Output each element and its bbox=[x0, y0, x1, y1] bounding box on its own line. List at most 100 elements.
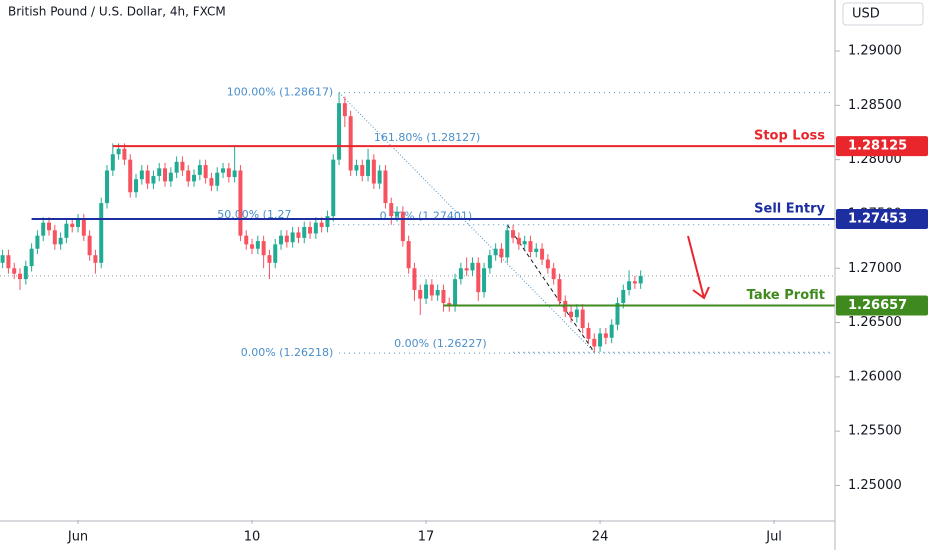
x-tick-label: Jul bbox=[765, 530, 782, 545]
candle-body bbox=[186, 170, 191, 182]
candle-body bbox=[337, 103, 342, 160]
candle-body bbox=[99, 203, 104, 263]
level-name: Stop Loss bbox=[754, 129, 825, 144]
candle-body bbox=[476, 262, 481, 293]
candle-body bbox=[377, 170, 382, 184]
candle-body bbox=[354, 165, 359, 171]
candle-body bbox=[603, 333, 608, 338]
level-name: Sell Entry bbox=[754, 202, 825, 217]
price-tag bbox=[836, 295, 928, 316]
candle-body bbox=[470, 262, 475, 271]
candle-body bbox=[308, 226, 313, 234]
candle-body bbox=[540, 248, 545, 260]
fib-label: 100.00% (1.28617) bbox=[227, 86, 334, 99]
candle-body bbox=[290, 232, 295, 243]
candle-body bbox=[93, 255, 98, 263]
candle-body bbox=[360, 165, 365, 176]
candle-body bbox=[609, 324, 614, 338]
level-name: Take Profit bbox=[747, 288, 825, 303]
candle-body bbox=[197, 165, 202, 175]
candle-body bbox=[418, 289, 423, 299]
candle-body bbox=[632, 281, 637, 284]
candle-body bbox=[174, 161, 179, 173]
candle-body bbox=[302, 226, 307, 238]
fib-label: 50.00% (1.27 bbox=[217, 208, 291, 221]
candle-body bbox=[145, 170, 150, 184]
candle-body bbox=[29, 248, 34, 267]
candle-body bbox=[331, 159, 336, 217]
y-tick-label: 1.28500 bbox=[848, 98, 902, 113]
candle-body bbox=[139, 170, 144, 180]
chart-title: British Pound / U.S. Dollar, 4h, FXCM bbox=[8, 5, 226, 19]
candle-body bbox=[64, 223, 69, 238]
candle-body bbox=[0, 255, 5, 263]
candle-body bbox=[545, 259, 550, 269]
candle-body bbox=[453, 279, 458, 307]
candle-body bbox=[180, 161, 185, 171]
currency: USD bbox=[852, 7, 880, 22]
candle-body bbox=[621, 289, 626, 304]
candle-body bbox=[209, 178, 214, 186]
candle-body bbox=[366, 159, 371, 176]
candle-body bbox=[238, 170, 243, 236]
candle-body bbox=[493, 248, 498, 256]
candle-body bbox=[615, 303, 620, 325]
candle-body bbox=[389, 203, 394, 217]
price-tag bbox=[836, 136, 928, 157]
candle-body bbox=[273, 244, 278, 263]
arrow bbox=[687, 235, 710, 300]
candle-body bbox=[383, 170, 388, 204]
candle-body bbox=[499, 248, 504, 258]
candle-body bbox=[406, 241, 411, 269]
y-tick-label: 1.25000 bbox=[848, 478, 902, 493]
price-tag-label: 1.26657 bbox=[848, 298, 907, 313]
candle-body bbox=[505, 230, 510, 258]
x-tick-label: Jun bbox=[67, 530, 88, 545]
candle-body bbox=[319, 222, 324, 227]
trend-line bbox=[506, 224, 595, 353]
y-tick-label: 1.29000 bbox=[848, 44, 902, 59]
candle-body bbox=[35, 235, 40, 249]
x-tick-label: 24 bbox=[592, 530, 609, 545]
x-tick-label: 17 bbox=[418, 530, 435, 545]
candle-body bbox=[574, 309, 579, 318]
candle-body bbox=[87, 235, 92, 256]
candle-body bbox=[279, 235, 284, 245]
candle-body bbox=[215, 172, 220, 186]
candle-body bbox=[348, 116, 353, 171]
candle-body bbox=[371, 159, 376, 184]
candle-body bbox=[592, 338, 597, 347]
candle-body bbox=[226, 168, 231, 178]
y-tick-label: 1.26000 bbox=[848, 369, 902, 384]
candle-body bbox=[313, 222, 318, 234]
candle-body bbox=[116, 148, 121, 155]
candle-body bbox=[586, 327, 591, 339]
currency-box[interactable] bbox=[842, 2, 924, 26]
candle-body bbox=[157, 168, 162, 176]
candle-body bbox=[70, 223, 75, 227]
candle-body bbox=[244, 235, 249, 245]
candle-body bbox=[435, 289, 440, 296]
candle-body bbox=[81, 219, 86, 236]
candle-body bbox=[105, 170, 110, 204]
candle-body bbox=[528, 241, 533, 252]
y-tick-label: 1.25500 bbox=[848, 424, 902, 439]
candle-body bbox=[482, 268, 487, 293]
fib-trend-line bbox=[338, 92, 595, 353]
plot-area: 100.00% (1.28617) 161.80% (1.28127) 50.00%… bbox=[0, 86, 835, 359]
candle-body bbox=[41, 222, 46, 236]
candle-body bbox=[58, 237, 63, 245]
candle-body bbox=[598, 333, 603, 347]
candle-body bbox=[522, 241, 527, 245]
candle-body bbox=[76, 219, 81, 227]
candle-body bbox=[110, 154, 115, 171]
candle-body bbox=[250, 244, 255, 249]
candle-body bbox=[23, 266, 28, 280]
candle-body bbox=[151, 175, 156, 184]
candle-body bbox=[122, 148, 127, 160]
fib-label: 0.00% (1.27401) bbox=[380, 210, 473, 223]
candle-body bbox=[342, 103, 347, 117]
candle-body bbox=[221, 168, 226, 173]
